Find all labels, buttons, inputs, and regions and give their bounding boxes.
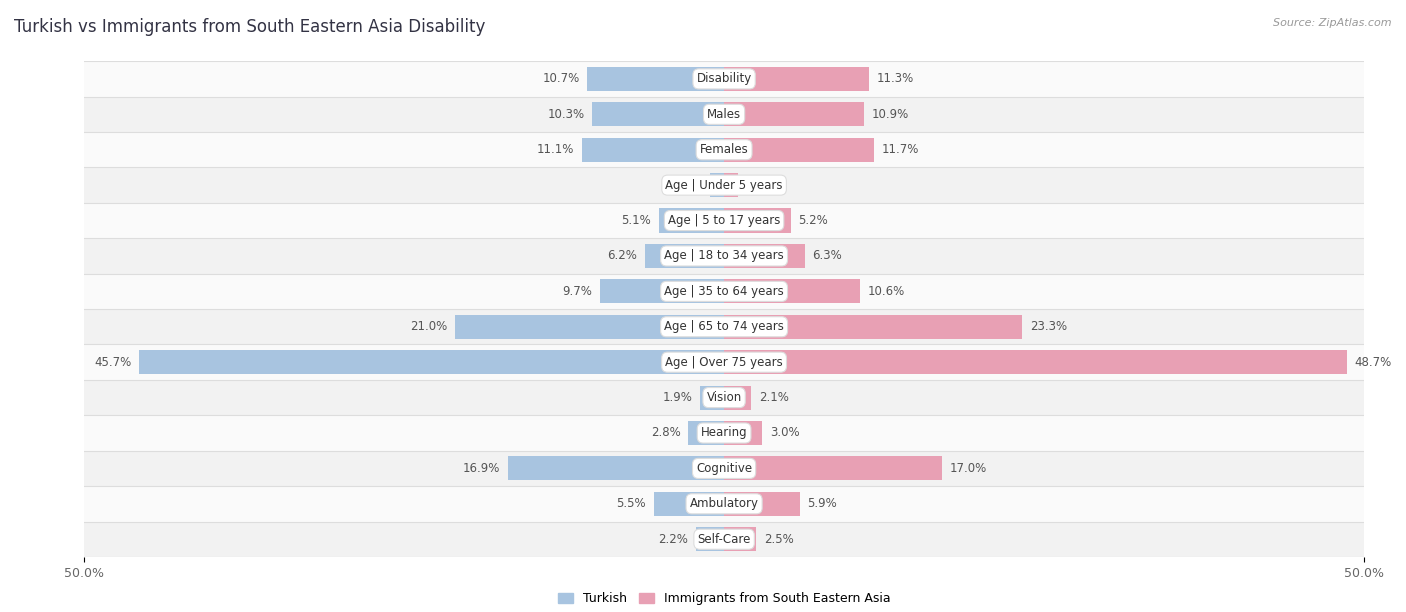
Text: 11.7%: 11.7% <box>882 143 920 156</box>
Text: 5.9%: 5.9% <box>807 498 837 510</box>
Text: 17.0%: 17.0% <box>949 462 987 475</box>
Bar <box>724 244 804 268</box>
Text: 10.9%: 10.9% <box>872 108 908 121</box>
Text: 23.3%: 23.3% <box>1029 320 1067 334</box>
Bar <box>700 386 724 409</box>
Text: 1.9%: 1.9% <box>662 391 692 404</box>
Text: Age | Under 5 years: Age | Under 5 years <box>665 179 783 192</box>
Bar <box>724 386 751 409</box>
Text: 10.6%: 10.6% <box>868 285 904 298</box>
Bar <box>724 279 859 304</box>
Bar <box>508 457 724 480</box>
Text: 21.0%: 21.0% <box>411 320 447 334</box>
Text: Source: ZipAtlas.com: Source: ZipAtlas.com <box>1274 18 1392 28</box>
Bar <box>139 350 724 374</box>
Bar <box>84 61 1364 97</box>
Text: 2.8%: 2.8% <box>651 427 681 439</box>
Bar <box>84 345 1364 380</box>
Bar <box>592 102 724 126</box>
Text: 10.3%: 10.3% <box>547 108 585 121</box>
Bar <box>84 203 1364 238</box>
Bar <box>724 315 1022 339</box>
Bar <box>600 279 724 304</box>
Text: 2.2%: 2.2% <box>658 532 689 546</box>
Bar <box>84 416 1364 450</box>
Text: 10.7%: 10.7% <box>543 72 579 86</box>
Text: 11.3%: 11.3% <box>876 72 914 86</box>
Bar <box>724 173 738 197</box>
Bar <box>724 527 756 551</box>
Bar <box>84 238 1364 274</box>
Text: 6.3%: 6.3% <box>813 250 842 263</box>
Text: 5.1%: 5.1% <box>621 214 651 227</box>
Text: 1.1%: 1.1% <box>672 179 703 192</box>
Bar <box>84 486 1364 521</box>
Bar <box>84 132 1364 168</box>
Bar <box>724 67 869 91</box>
Bar <box>689 421 724 445</box>
Bar <box>84 380 1364 416</box>
Text: Ambulatory: Ambulatory <box>689 498 759 510</box>
Bar <box>84 168 1364 203</box>
Bar <box>84 521 1364 557</box>
Text: Age | 5 to 17 years: Age | 5 to 17 years <box>668 214 780 227</box>
Text: 2.1%: 2.1% <box>759 391 789 404</box>
Bar <box>710 173 724 197</box>
Text: 2.5%: 2.5% <box>763 532 793 546</box>
Bar <box>724 138 873 162</box>
Bar <box>724 492 800 516</box>
Bar <box>654 492 724 516</box>
Bar <box>84 274 1364 309</box>
Bar <box>588 67 724 91</box>
Bar <box>724 350 1347 374</box>
Text: 45.7%: 45.7% <box>94 356 132 368</box>
Bar <box>659 209 724 233</box>
Bar <box>645 244 724 268</box>
Text: 16.9%: 16.9% <box>463 462 501 475</box>
Text: Hearing: Hearing <box>700 427 748 439</box>
Text: 11.1%: 11.1% <box>537 143 575 156</box>
Text: Disability: Disability <box>696 72 752 86</box>
Text: Self-Care: Self-Care <box>697 532 751 546</box>
Text: 9.7%: 9.7% <box>562 285 592 298</box>
Bar <box>724 421 762 445</box>
Text: Females: Females <box>700 143 748 156</box>
Text: Vision: Vision <box>706 391 742 404</box>
Bar <box>84 97 1364 132</box>
Text: 6.2%: 6.2% <box>607 250 637 263</box>
Text: Age | 35 to 64 years: Age | 35 to 64 years <box>664 285 785 298</box>
Text: Age | Over 75 years: Age | Over 75 years <box>665 356 783 368</box>
Text: 1.1%: 1.1% <box>745 179 776 192</box>
Text: 48.7%: 48.7% <box>1355 356 1392 368</box>
Bar <box>84 309 1364 345</box>
Text: 3.0%: 3.0% <box>770 427 800 439</box>
Bar <box>724 457 942 480</box>
Text: Turkish vs Immigrants from South Eastern Asia Disability: Turkish vs Immigrants from South Eastern… <box>14 18 485 36</box>
Bar <box>456 315 724 339</box>
Text: 5.2%: 5.2% <box>799 214 828 227</box>
Bar <box>696 527 724 551</box>
Text: Males: Males <box>707 108 741 121</box>
Legend: Turkish, Immigrants from South Eastern Asia: Turkish, Immigrants from South Eastern A… <box>553 587 896 610</box>
Bar <box>724 102 863 126</box>
Bar <box>582 138 724 162</box>
Text: Age | 65 to 74 years: Age | 65 to 74 years <box>664 320 785 334</box>
Text: Age | 18 to 34 years: Age | 18 to 34 years <box>664 250 785 263</box>
Text: 5.5%: 5.5% <box>616 498 645 510</box>
Text: Cognitive: Cognitive <box>696 462 752 475</box>
Bar <box>724 209 790 233</box>
Bar <box>84 450 1364 486</box>
